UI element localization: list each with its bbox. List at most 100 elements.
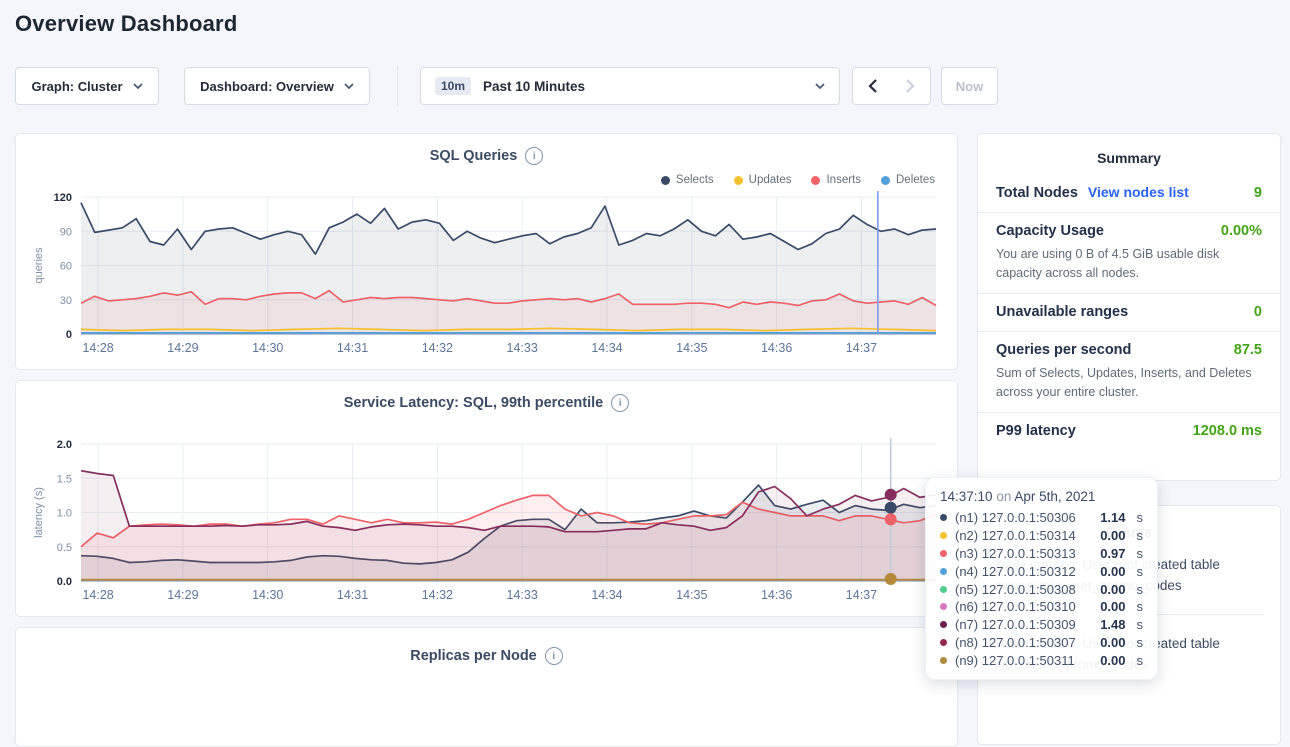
tooltip-node-value: 0.00 xyxy=(1100,634,1126,650)
series-color-dot xyxy=(940,585,947,593)
summary-row: Queries per second 87.5 Sum of Selects, Up… xyxy=(978,331,1280,412)
tooltip-node-value: 0.00 xyxy=(1100,599,1126,615)
chevron-right-icon xyxy=(906,79,915,93)
summary-metric-value: 87.5 xyxy=(1233,342,1262,358)
graph-scope-dropdown[interactable]: Graph: Cluster xyxy=(15,67,159,105)
svg-text:0: 0 xyxy=(66,329,72,341)
svg-text:14:37: 14:37 xyxy=(846,341,877,355)
tooltip-node-label: (n4) 127.0.0.1:50312 xyxy=(955,563,1076,579)
sql-queries-card: 0 30 60 90 120 14:28 14:29 14:30 14:31 14:32 14:33… xyxy=(15,133,958,370)
chevron-left-icon xyxy=(867,79,877,93)
chart-title: Service Latency: SQL, 99th percentile i xyxy=(16,394,957,412)
svg-text:30: 30 xyxy=(60,295,72,307)
tooltip-node-row: (n8) 127.0.0.1:50307 0.00 s xyxy=(940,634,1143,652)
summary-metric-label: Capacity Usage xyxy=(996,223,1104,239)
summary-metric-label: Unavailable ranges xyxy=(996,304,1129,320)
tooltip-node-row: (n2) 127.0.0.1:50314 0.00 s xyxy=(940,527,1143,545)
legend-item-inserts[interactable]: Inserts xyxy=(811,174,861,186)
svg-text:14:34: 14:34 xyxy=(591,588,622,602)
tooltip-node-label: (n7) 127.0.0.1:50309 xyxy=(955,617,1076,633)
tooltip-node-value: 0.00 xyxy=(1100,563,1126,579)
svg-text:14:30: 14:30 xyxy=(252,588,283,602)
tooltip-node-label: (n3) 127.0.0.1:50313 xyxy=(955,545,1076,561)
svg-text:14:36: 14:36 xyxy=(761,341,792,355)
tooltip-node-unit: s xyxy=(1136,634,1144,650)
toolbar-divider xyxy=(397,66,398,106)
tooltip-node-row: (n5) 127.0.0.1:50308 0.00 s xyxy=(940,580,1143,598)
svg-text:14:36: 14:36 xyxy=(761,588,792,602)
legend-item-deletes[interactable]: Deletes xyxy=(881,174,935,186)
service-latency-card: 0.0 0.5 1.0 1.5 2.0 14:28 14:29 14:30 14:31 14:32… xyxy=(15,380,958,617)
summary-row-head: P99 latency 1208.0 ms xyxy=(996,423,1262,439)
tooltip-node-row: (n3) 127.0.0.1:50313 0.97 s xyxy=(940,545,1143,563)
svg-text:queries: queries xyxy=(33,247,45,284)
summary-metric-label: Queries per second xyxy=(996,342,1132,358)
time-range-badge: 10m xyxy=(435,77,472,95)
time-range-dropdown[interactable]: 10m Past 10 Minutes xyxy=(420,67,840,105)
summary-row: Unavailable ranges 0 xyxy=(978,293,1280,331)
series-color-dot xyxy=(940,656,947,664)
svg-text:14:29: 14:29 xyxy=(167,588,198,602)
tooltip-node-unit: s xyxy=(1136,652,1144,668)
tooltip-node-row: (n6) 127.0.0.1:50310 0.00 s xyxy=(940,598,1143,616)
svg-text:14:34: 14:34 xyxy=(591,341,622,355)
time-now-button[interactable]: Now xyxy=(941,67,998,105)
summary-row: Capacity Usage 0.00% You are using 0 B of … xyxy=(978,212,1280,293)
summary-metric-value: 0 xyxy=(1253,304,1262,320)
legend-color-dot xyxy=(881,175,890,185)
legend-item-updates[interactable]: Updates xyxy=(733,174,792,186)
series-color-dot xyxy=(940,514,947,522)
summary-metric-value: 0.00% xyxy=(1220,223,1262,239)
tooltip-node-label: (n8) 127.0.0.1:50307 xyxy=(955,634,1076,650)
service-latency-chart[interactable]: 0.0 0.5 1.0 1.5 2.0 14:28 14:29 14:30 14:31 14:32… xyxy=(16,381,957,616)
tooltip-node-row: (n4) 127.0.0.1:50312 0.00 s xyxy=(940,562,1143,580)
sql-queries-chart[interactable]: 0 30 60 90 120 14:28 14:29 14:30 14:31 14:32 14:33… xyxy=(16,134,957,369)
tooltip-node-unit: s xyxy=(1136,599,1144,615)
graph-scope-label: Graph: Cluster xyxy=(31,78,123,94)
svg-text:14:32: 14:32 xyxy=(422,341,453,355)
dashboard-dropdown[interactable]: Dashboard: Overview xyxy=(184,67,370,105)
svg-text:14:33: 14:33 xyxy=(507,341,538,355)
time-prev-button[interactable] xyxy=(852,67,892,105)
tooltip-node-value: 1.14 xyxy=(1100,510,1126,526)
series-color-dot xyxy=(940,603,947,611)
summary-panel: Summary Total Nodes View nodes list 9 Capac… xyxy=(977,133,1281,481)
series-color-dot xyxy=(940,638,947,646)
legend-label: Deletes xyxy=(896,174,935,186)
summary-row-head: Queries per second 87.5 xyxy=(996,342,1262,358)
svg-text:14:31: 14:31 xyxy=(337,341,368,355)
summary-metric-label: P99 latency xyxy=(996,423,1076,439)
tooltip-node-label: (n2) 127.0.0.1:50314 xyxy=(955,528,1076,544)
view-nodes-list-link[interactable]: View nodes list xyxy=(1087,184,1189,200)
tooltip-node-unit: s xyxy=(1136,528,1144,544)
time-range-label: Past 10 Minutes xyxy=(483,78,586,94)
summary-row-head: Unavailable ranges 0 xyxy=(996,304,1262,320)
svg-text:14:35: 14:35 xyxy=(676,341,707,355)
svg-text:1.5: 1.5 xyxy=(57,473,72,485)
info-icon[interactable]: i xyxy=(611,394,630,412)
chart-title: Replicas per Node i xyxy=(16,647,957,665)
chevron-down-icon xyxy=(344,83,354,89)
svg-text:60: 60 xyxy=(60,261,72,273)
summary-metric-value: 1208.0 ms xyxy=(1192,423,1262,439)
summary-metric-label: Total Nodes xyxy=(996,185,1078,201)
legend-label: Updates xyxy=(748,174,792,186)
tooltip-node-row: (n9) 127.0.0.1:50311 0.00 s xyxy=(940,651,1143,669)
tooltip-node-unit: s xyxy=(1136,617,1144,633)
time-next-button[interactable] xyxy=(891,67,931,105)
svg-text:14:33: 14:33 xyxy=(507,588,538,602)
tooltip-node-label: (n6) 127.0.0.1:50310 xyxy=(955,599,1076,615)
svg-text:14:31: 14:31 xyxy=(337,588,368,602)
summary-row: Total Nodes View nodes list 9 xyxy=(978,174,1280,212)
legend-color-dot xyxy=(660,175,670,185)
info-icon[interactable]: i xyxy=(525,147,544,165)
info-icon[interactable]: i xyxy=(544,647,563,665)
summary-metric-value: 9 xyxy=(1253,185,1262,201)
chart-title: SQL Queries i xyxy=(16,147,957,165)
replicas-per-node-card: Replicas per Node i xyxy=(15,627,958,747)
svg-text:2.0: 2.0 xyxy=(57,439,72,451)
svg-text:14:32: 14:32 xyxy=(422,588,453,602)
tooltip-node-value: 0.00 xyxy=(1100,581,1126,597)
legend-item-selects[interactable]: Selects xyxy=(660,174,714,186)
svg-text:14:29: 14:29 xyxy=(167,341,198,355)
